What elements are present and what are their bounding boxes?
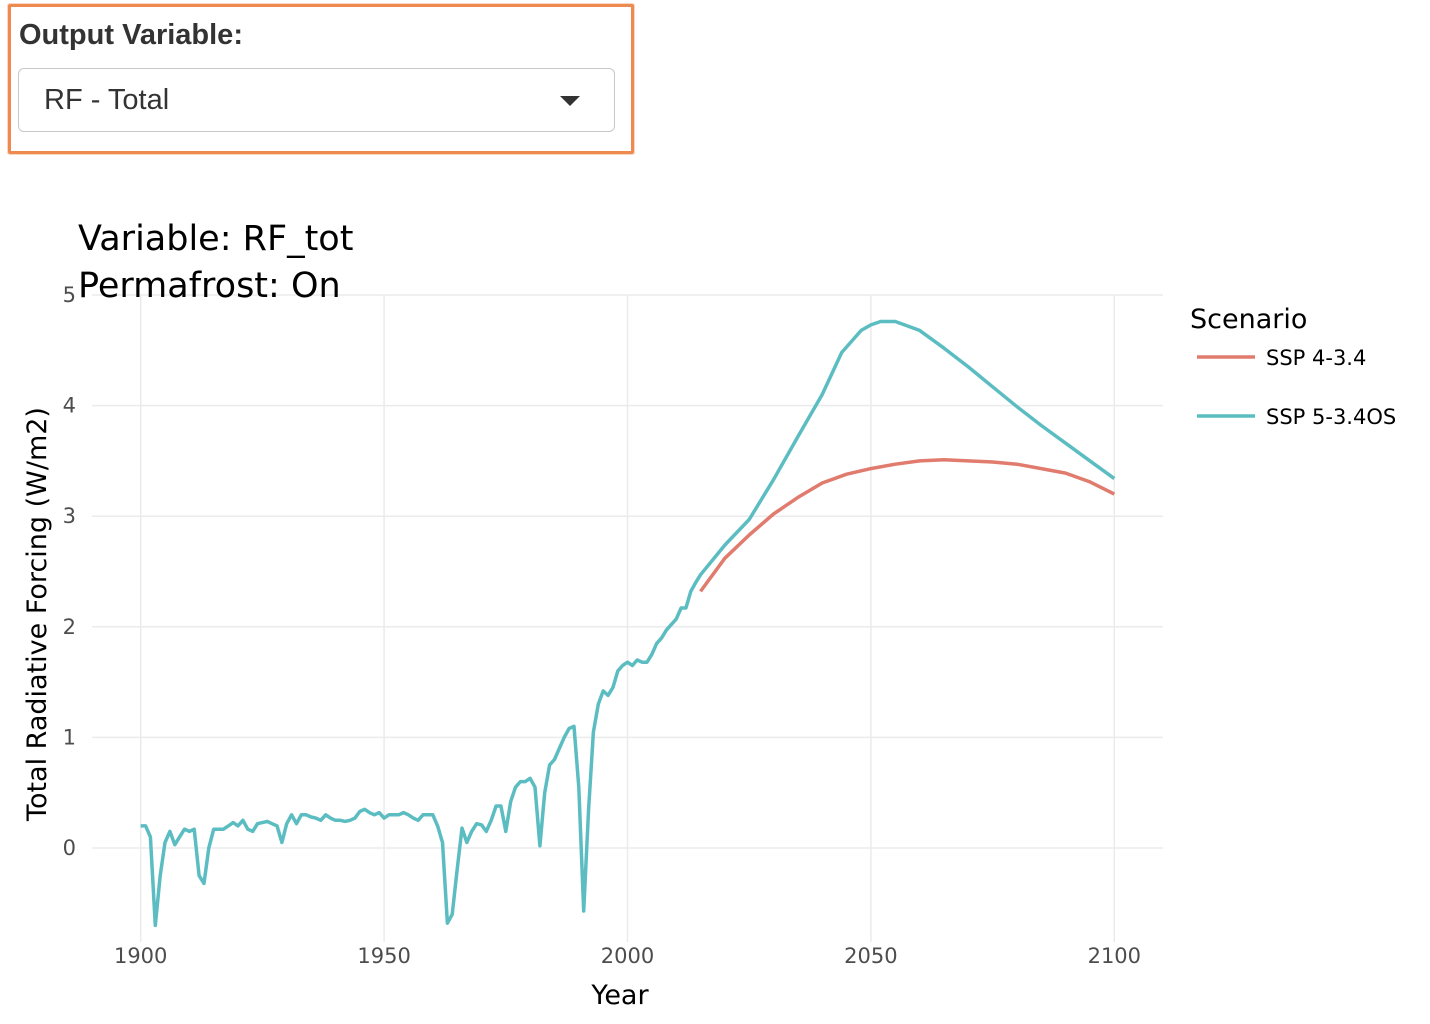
legend: Scenario SSP 4-3.4 SSP 5-3.4OS	[1190, 304, 1396, 429]
series-line-ssp-5-3-4os[interactable]	[140, 319, 1116, 928]
y-tick-label: 4	[63, 394, 76, 418]
series-line-ssp-4-3-4[interactable]	[699, 458, 1116, 593]
x-tick-label: 1950	[357, 944, 410, 968]
legend-label: SSP 5-3.4OS	[1266, 405, 1396, 429]
x-tick-label: 2100	[1088, 944, 1141, 968]
y-tick-label: 1	[63, 725, 76, 749]
x-axis-title: Year	[590, 980, 649, 1011]
y-tick-label: 2	[63, 615, 76, 639]
grid-lines	[92, 294, 1163, 942]
x-tick-label: 1900	[114, 944, 167, 968]
legend-item-ssp-5-3-4os[interactable]: SSP 5-3.4OS	[1197, 405, 1396, 429]
legend-item-ssp-4-3-4[interactable]: SSP 4-3.4	[1197, 346, 1366, 370]
plot-title-line-1: Variable: RF_tot	[78, 219, 353, 259]
y-tick-label: 3	[63, 504, 76, 528]
y-tick-label: 5	[63, 283, 76, 307]
output-variable-panel: Output Variable: RF - Total	[8, 4, 634, 154]
output-variable-label: Output Variable:	[19, 19, 243, 51]
y-axis-title: Total Radiative Forcing (W/m2)	[22, 407, 53, 822]
plot-title-line-2: Permafrost: On	[78, 266, 341, 306]
legend-title: Scenario	[1190, 304, 1307, 335]
series-lines	[140, 319, 1116, 928]
caret-down-icon	[560, 96, 580, 106]
output-variable-select[interactable]: RF - Total	[18, 68, 615, 132]
y-tick-label: 0	[63, 836, 76, 860]
x-tick-label: 2000	[601, 944, 654, 968]
x-tick-label: 2050	[844, 944, 897, 968]
tick-labels: 1900 1950 2000 2050 2100 0 1 2 3 4 5	[63, 283, 1141, 968]
legend-label: SSP 4-3.4	[1266, 346, 1366, 370]
output-variable-selected-value: RF - Total	[44, 84, 170, 116]
